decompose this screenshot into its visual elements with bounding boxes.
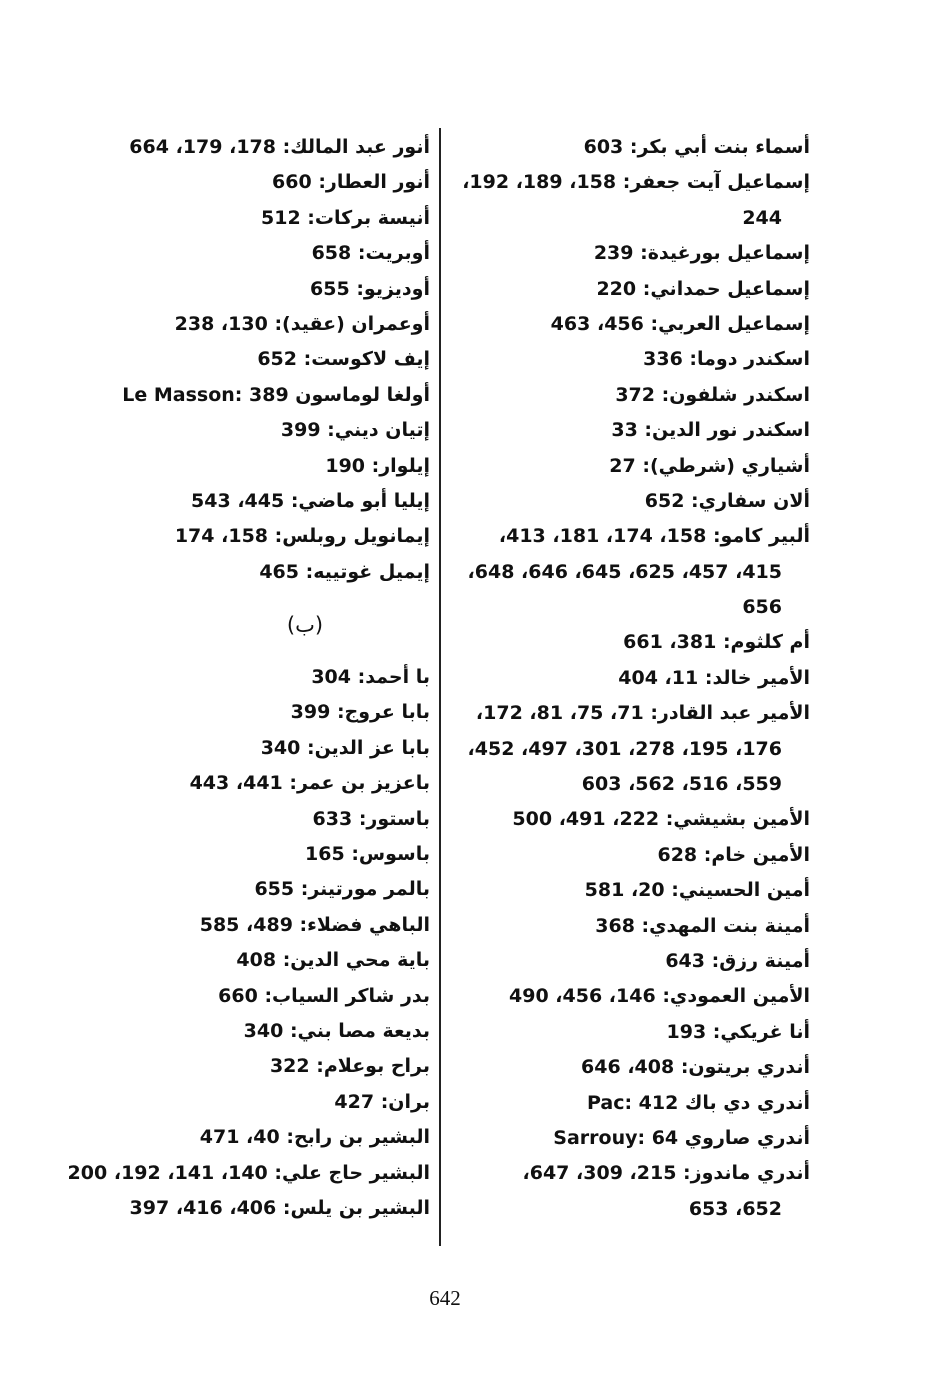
index-entry-line: الأمير عبد القادر: 71، 75، 81، 172،	[475, 702, 810, 725]
index-entry: أنور عبد المالك: 178، 179، 664	[129, 136, 430, 158]
index-entry: إيميل غوتييه: 465	[259, 560, 430, 583]
index-entry: أشياري (شرطي): 27	[440, 449, 810, 484]
index-entry: إيمانويل روبلس: 158، 174	[174, 525, 430, 548]
column-divider	[439, 128, 441, 1246]
index-entry: باية محي الدين: 408	[236, 949, 430, 972]
index-column-right: أسماء بنت أبي بكر: 603 إسماعيل آيت جعفر: …	[440, 130, 810, 1227]
index-entry-line: أنا غريكي: 193	[666, 1020, 811, 1043]
index-entry-line: إسماعيل العربي: 456، 463	[550, 312, 810, 335]
index-entry: بالمر مورتينر: 655	[254, 878, 430, 901]
index-entry-continuation: 559، 516، 562، 603	[581, 773, 782, 796]
index-entry: الباهي فضلاء: 489، 585	[199, 913, 430, 936]
index-entry: إسماعيل بورغيدة: 239	[440, 236, 810, 271]
index-entry: اسكندر دوما: 336	[440, 342, 810, 377]
index-entry: بديعة مصا بني: 340	[243, 1019, 430, 1042]
page-number: 642	[429, 1286, 461, 1310]
index-entry-line: اسكندر دوما: 336	[643, 348, 810, 371]
index-entry: إسماعيل حمداني: 220	[440, 272, 810, 307]
index-entry: إيلوار: 190	[325, 454, 430, 477]
index-entry-line: اسكندر شلفون: 372	[615, 383, 810, 406]
index-entry: إسماعيل آيت جعفر: 158، 189، 192، 244	[440, 165, 810, 236]
index-entry: أسماء بنت أبي بكر: 603	[440, 130, 810, 165]
index-entry-line: أندري بريتون: 408، 646	[581, 1056, 810, 1079]
index-entry: براح بوعلام: 322	[269, 1055, 430, 1078]
index-entry: البشير حاج علي: 140، 141، 192، 200	[67, 1161, 430, 1184]
index-entry-line: الأمين بشيشي: 222، 491، 500	[512, 808, 810, 831]
index-entry: الأمين بشيشي: 222، 491، 500	[440, 802, 810, 837]
index-entry: أمينة رزق: 643	[440, 944, 810, 979]
index-entry-line: ألبير كامو: 158، 174، 181، 413،	[498, 525, 810, 548]
index-entry: أمينة بنت المهدي: 368	[440, 909, 810, 944]
index-entry: الأمير عبد القادر: 71، 75، 81، 172، 176، …	[440, 696, 810, 802]
index-entry: أندري دي باك Pac: 412	[440, 1086, 810, 1121]
index-entry: إسماعيل العربي: 456، 463	[440, 307, 810, 342]
index-entry-line: ألان سفاري: 652	[644, 489, 810, 512]
index-entry-line: أشياري (شرطي): 27	[609, 454, 810, 477]
index-entry: بران: 427	[334, 1090, 430, 1113]
index-entry: أمين الحسيني: 20، 581	[440, 873, 810, 908]
index-entry-line: أمينة رزق: 643	[665, 949, 810, 972]
index-entry: بابا عروج: 399	[290, 701, 430, 724]
section-heading: (ب)	[286, 613, 324, 638]
index-entry: باعزيز بن عمر: 441، 443	[189, 772, 430, 795]
index-entry: أندري بريتون: 408، 646	[440, 1050, 810, 1085]
index-entry: أندري صاروي Sarrouy: 64	[440, 1121, 810, 1156]
index-entry-continuation: 656	[742, 596, 782, 619]
index-entry: بدر شاكر السياب: 660	[218, 984, 430, 1007]
index-entry-line: الأمير خالد: 11، 404	[618, 666, 810, 689]
index-entry: أندري ماندوز: 215، 309، 647، 652، 653	[440, 1156, 810, 1227]
index-entry: إيف لاكوست: 652	[257, 348, 430, 371]
index-entry: أولغا لوماسون Le Masson: 389	[122, 383, 430, 406]
index-entry-line: أمين الحسيني: 20، 581	[584, 879, 810, 902]
index-entry-line: أندري دي باك Pac: 412	[586, 1091, 810, 1114]
index-entry-line: إسماعيل آيت جعفر: 158، 189، 192،	[462, 171, 810, 194]
index-entry-continuation: 244	[742, 206, 782, 229]
index-entry-continuation: 176، 195، 278، 301، 497، 452،	[467, 737, 782, 760]
index-entry: الأمين خام: 628	[440, 838, 810, 873]
index-entry: با أحمد: 304	[311, 666, 430, 689]
index-column-left: أنور عبد المالك: 178، 179، 664 أنور العطا…	[30, 130, 430, 1226]
index-entry-line: الأمين خام: 628	[657, 843, 810, 866]
index-entry: البشير بن رابح: 40، 471	[199, 1126, 430, 1149]
index-entry-line: اسكندر نور الدين: 33	[611, 419, 810, 442]
index-entry: ألبير كامو: 158، 174، 181، 413، 415، 457،…	[440, 519, 810, 625]
index-entry: بابا عز الدين: 340	[260, 736, 430, 759]
index-entry: أوديزيو: 655	[310, 277, 430, 300]
index-entry-line: أمينة بنت المهدي: 368	[595, 914, 810, 937]
index-entry: البشير بن يلس: 406، 416، 397	[129, 1196, 430, 1219]
index-entry-line: أندري ماندوز: 215، 309، 647،	[522, 1162, 810, 1185]
index-entry-line: إسماعيل بورغيدة: 239	[593, 242, 810, 265]
index-entry: باسوس: 165	[305, 843, 430, 866]
index-entry-line: أسماء بنت أبي بكر: 603	[583, 136, 810, 158]
index-entry-line: الأمين العمودي: 146، 456، 490	[509, 985, 810, 1008]
index-entry: أنور العطار: 660	[272, 171, 430, 194]
index-entry-continuation: 652، 653	[688, 1197, 782, 1220]
index-entry: أنا غريكي: 193	[440, 1015, 811, 1050]
index-entry-line: أندري صاروي Sarrouy: 64	[553, 1126, 810, 1149]
index-entry: أنيسة بركات: 512	[261, 206, 430, 229]
index-entry: الأمير خالد: 11، 404	[440, 661, 810, 696]
index-entry: الأمين العمودي: 146، 456، 490	[440, 979, 810, 1014]
index-entry: اسكندر شلفون: 372	[440, 378, 810, 413]
index-entry-line: أم كلثوم: 381، 661	[623, 631, 810, 654]
index-entry: إيليا أبو ماضي: 445، 543	[191, 489, 430, 512]
index-entry: إتيان ديني: 399	[280, 419, 430, 442]
index-entry: باستور: 633	[312, 807, 430, 830]
index-entry: اسكندر نور الدين: 33	[440, 413, 810, 448]
index-entry: أوبريت: 658	[311, 242, 430, 265]
index-entry-continuation: 415، 457، 625، 645، 646، 648،	[467, 560, 782, 583]
index-entry-line: إسماعيل حمداني: 220	[596, 277, 810, 300]
index-entry: ألان سفاري: 652	[440, 484, 810, 519]
index-entry: أم كلثوم: 381، 661	[440, 625, 810, 660]
index-entry: أوعمران (عقيد): 130، 238	[174, 312, 430, 335]
